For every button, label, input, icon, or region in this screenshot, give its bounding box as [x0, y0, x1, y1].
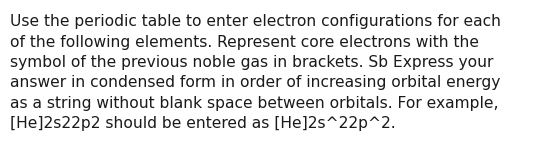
Text: Use the periodic table to enter electron configurations for each
of the followin: Use the periodic table to enter electron… [10, 14, 501, 131]
